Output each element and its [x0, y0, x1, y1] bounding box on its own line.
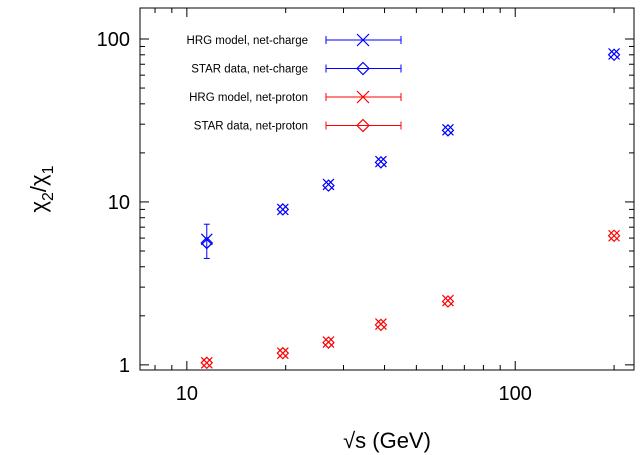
data-point	[276, 203, 290, 216]
legend-marker	[356, 118, 370, 133]
data-point	[374, 318, 388, 332]
data-point	[276, 347, 289, 360]
cross-stroke-b	[442, 294, 454, 307]
cross-stroke-b	[200, 356, 213, 369]
y-label-numerator-sub: 2	[40, 192, 57, 201]
plot-frame	[139, 7, 635, 371]
data-point	[322, 179, 335, 192]
data-point	[322, 336, 335, 348]
cross-stroke-b	[608, 47, 620, 60]
y-label-slash: /	[26, 185, 51, 192]
cross-stroke-b	[276, 347, 289, 360]
data-point	[441, 295, 455, 308]
y-axis-label: χ2/χ1	[26, 165, 57, 212]
data-point	[374, 155, 388, 169]
y-tick-label: 10	[108, 192, 130, 214]
data-point	[200, 233, 213, 246]
data-point	[608, 229, 620, 242]
legend: HRG model, net-charge STAR data, net-char…	[187, 33, 402, 133]
data-point	[607, 229, 621, 243]
data-point	[442, 294, 454, 307]
legend-entry-1: STAR data, net-charge	[191, 61, 402, 76]
y-tick-label: 100	[97, 29, 130, 51]
data-point	[322, 336, 335, 349]
cross-stroke-b	[608, 229, 620, 242]
legend-marker	[356, 90, 370, 104]
cross-stroke-b	[375, 155, 387, 168]
data-point	[375, 155, 387, 168]
legend-label: STAR data, net-charge	[191, 64, 308, 76]
legend-entry-2: HRG model, net-proton	[189, 90, 402, 104]
series-2	[200, 229, 620, 369]
svg-text:χ2/χ1: χ2/χ1	[26, 165, 57, 212]
legend-entry-3: STAR data, net-proton	[194, 118, 402, 133]
x-tick-label: 100	[499, 383, 532, 405]
axis-ticks: 10 100 1 10 100	[97, 8, 634, 405]
cross-stroke-b	[442, 123, 454, 136]
cross-stroke-b	[356, 90, 370, 104]
legend-entry-0: HRG model, net-charge	[187, 33, 402, 47]
data-point	[200, 356, 214, 370]
cross-stroke-b	[200, 233, 213, 246]
x-axis-label: √s (GeV)	[343, 428, 431, 453]
data-point	[441, 124, 455, 137]
data-point	[200, 356, 213, 369]
cross-stroke-b	[322, 336, 335, 348]
cross-stroke-b	[375, 318, 387, 330]
data-point	[608, 47, 620, 60]
y-label-denominator: χ	[26, 174, 51, 186]
series-1	[200, 48, 621, 250]
data-point	[276, 203, 289, 216]
y-label-denominator-sub: 1	[40, 165, 57, 174]
legend-marker	[356, 61, 370, 76]
data-point	[607, 48, 621, 62]
data-point	[276, 346, 290, 360]
legend-label: STAR data, net-proton	[194, 121, 308, 133]
y-label-numerator: χ	[26, 201, 51, 213]
data-point	[375, 318, 387, 330]
data-point	[200, 236, 214, 250]
series-3	[200, 229, 621, 370]
legend-marker	[356, 33, 370, 47]
x-tick-label: 10	[176, 383, 198, 405]
cross-stroke-b	[276, 203, 289, 216]
series-0	[200, 47, 620, 259]
cross-stroke-b	[356, 33, 370, 47]
y-tick-label: 1	[119, 355, 130, 377]
data-point	[442, 123, 454, 136]
legend-label: HRG model, net-proton	[189, 92, 308, 104]
data-marks	[200, 47, 621, 370]
legend-label: HRG model, net-charge	[187, 35, 308, 47]
